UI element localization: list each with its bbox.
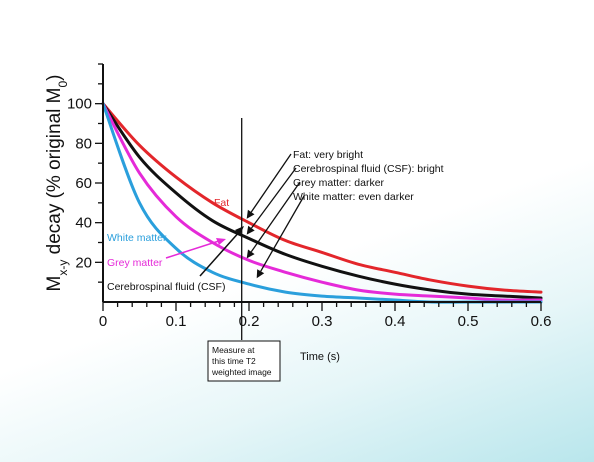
note-arrow-head bbox=[256, 269, 265, 279]
labels-layer: 20 40 60 80 100 0 0.1 0.2 0.3 0.4 0.5 0.6 Time (s) Mx… bbox=[44, 75, 551, 363]
measure-box bbox=[207, 340, 281, 382]
y-tick-label: 20 bbox=[75, 254, 92, 271]
y-tick-label: 40 bbox=[75, 215, 92, 232]
note-arrow-line bbox=[250, 181, 301, 253]
series-label-csf: Cerebrospinal fluid (CSF) bbox=[107, 281, 225, 293]
axes-layer bbox=[95, 63, 542, 311]
x-tick-label: 0.5 bbox=[458, 313, 479, 330]
measure-box-text: Measure at bbox=[212, 345, 255, 355]
csf-pointer-line bbox=[199, 229, 242, 277]
note-arrow-head bbox=[246, 249, 255, 259]
series-label-grey-matter: Grey matter bbox=[107, 257, 163, 269]
y-tick-label: 100 bbox=[67, 96, 92, 113]
series-line-csf bbox=[101, 102, 543, 300]
series-line-fat bbox=[101, 102, 543, 294]
measure-box-text: weighted image bbox=[211, 367, 272, 377]
y-axis-label-part: decay (% original M bbox=[44, 88, 65, 260]
note-arrow-line bbox=[260, 195, 305, 272]
note-arrow-line bbox=[250, 153, 292, 213]
y-axis-label: Mx-y decay (% original M0) bbox=[44, 75, 70, 292]
y-axis-label-part: ) bbox=[44, 75, 65, 81]
x-tick-label: 0.1 bbox=[166, 313, 187, 330]
series-label-fat: Fat bbox=[214, 197, 229, 209]
note-arrow-head bbox=[246, 225, 255, 235]
measure-box-text: this time T2 bbox=[212, 356, 256, 366]
x-tick-label: 0 bbox=[99, 313, 107, 330]
y-tick-label: 60 bbox=[75, 175, 92, 192]
grey-matter-pointer-line bbox=[165, 239, 223, 259]
y-axis-label-subscript: x-y bbox=[56, 260, 70, 276]
x-tick-label: 0.2 bbox=[239, 313, 260, 330]
y-tick-label: 80 bbox=[75, 135, 92, 152]
brightness-note: Fat: very bright bbox=[293, 149, 363, 161]
x-tick-label: 0.6 bbox=[531, 313, 552, 330]
note-arrow-head bbox=[246, 209, 255, 219]
x-axis-label: Time (s) bbox=[300, 351, 340, 363]
series-label-white-matter: White matter bbox=[107, 232, 167, 244]
series-line-grey-matter bbox=[101, 102, 543, 302]
grey-matter-pointer-head bbox=[216, 238, 226, 245]
y-axis-label-part: M bbox=[44, 276, 65, 292]
note-arrow-line bbox=[250, 167, 297, 229]
x-tick-label: 0.4 bbox=[385, 313, 406, 330]
brightness-note: Grey matter: darker bbox=[293, 177, 385, 189]
brightness-note: White matter: even darker bbox=[293, 191, 414, 203]
x-tick-label: 0.3 bbox=[312, 313, 333, 330]
y-axis-label-subscript: 0 bbox=[56, 81, 70, 88]
brightness-note: Cerebrospinal fluid (CSF): bright bbox=[293, 163, 444, 175]
